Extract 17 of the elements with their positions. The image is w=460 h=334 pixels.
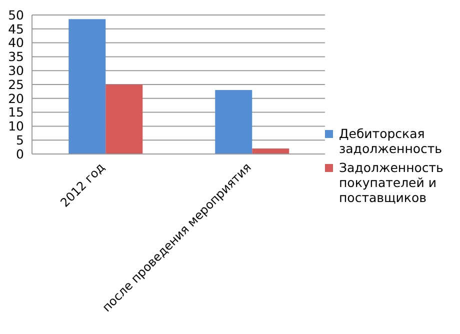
y-tick-label: 35 [8, 49, 24, 64]
y-tick-label: 5 [16, 132, 24, 148]
legend-label: Дебиторская задолженность [339, 126, 444, 156]
y-tick-label: 40 [8, 35, 24, 50]
bar [252, 148, 290, 154]
y-tick-label: 45 [8, 21, 24, 36]
y-tick-label: 10 [8, 118, 24, 134]
y-tick-label: 20 [8, 90, 24, 106]
y-tick-label: 25 [8, 76, 24, 92]
y-tick-label: 50 [8, 7, 24, 22]
legend-label: Задолженность покупателей и поставщиков [339, 160, 444, 204]
bar [68, 19, 106, 154]
y-tick-label: 0 [16, 146, 24, 162]
y-tick-label: 15 [8, 104, 24, 120]
y-tick-label: 30 [8, 63, 24, 78]
bar [215, 90, 252, 154]
bar [106, 84, 143, 154]
